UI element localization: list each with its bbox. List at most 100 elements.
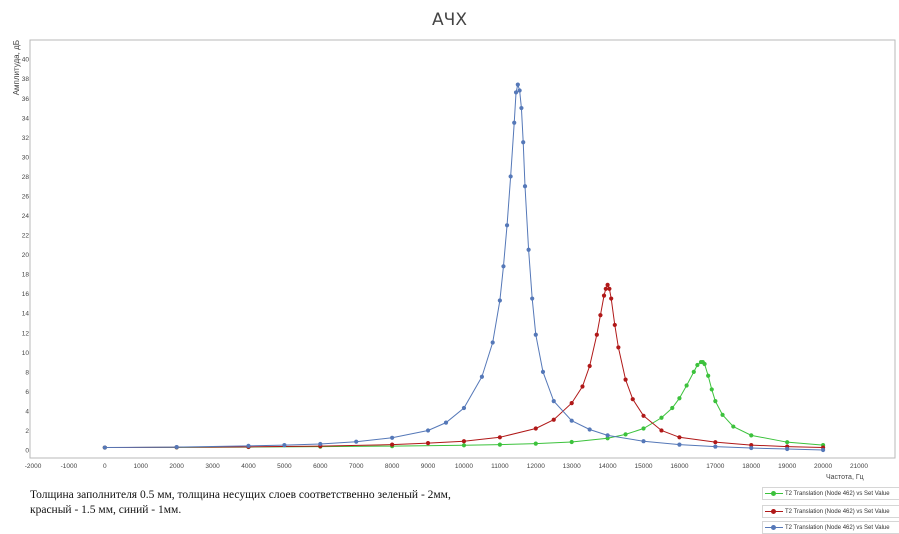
- y-tick-label: 14: [22, 311, 30, 318]
- plot-frame: [29, 39, 896, 459]
- data-point: [641, 413, 646, 418]
- x-axis-label: Частота, Гц: [826, 474, 864, 481]
- data-point: [612, 322, 617, 328]
- y-tick-label: 6: [25, 389, 29, 396]
- data-point: [102, 445, 107, 450]
- data-point: [461, 443, 467, 448]
- data-point: [282, 443, 287, 448]
- data-point: [519, 105, 524, 111]
- y-tick-label: 2: [25, 428, 29, 435]
- data-point: [720, 412, 725, 417]
- x-axis-ticks: -2000 -1000 0 1000 2000 3000 4000 5000 6000 7000 8…: [25, 463, 869, 470]
- data-point: [605, 433, 610, 438]
- data-point: [490, 340, 495, 345]
- data-point: [479, 374, 485, 379]
- x-tick-label: 16000: [670, 463, 688, 470]
- data-point: [598, 313, 603, 318]
- y-tick-label: 26: [22, 193, 30, 200]
- y-tick-label: 32: [22, 135, 30, 142]
- data-point: [706, 373, 711, 378]
- x-tick-label: 11000: [491, 463, 509, 470]
- x-tick-label: 20000: [814, 463, 832, 470]
- data-point: [354, 439, 359, 444]
- data-point: [515, 82, 520, 87]
- data-point: [508, 174, 513, 179]
- data-point: [497, 442, 502, 447]
- data-point: [533, 426, 538, 431]
- y-tick-label: 0: [25, 448, 29, 455]
- y-tick-label: 28: [22, 174, 30, 181]
- data-point: [443, 420, 449, 425]
- data-point: [580, 384, 585, 389]
- y-tick-label: 40: [22, 57, 30, 64]
- x-tick-label: 7000: [349, 463, 364, 470]
- data-point: [501, 264, 506, 269]
- x-tick-label: 8000: [385, 463, 400, 470]
- x-tick-label: 13000: [563, 463, 581, 470]
- data-point: [425, 441, 431, 446]
- y-tick-label: 38: [22, 76, 30, 83]
- data-point: [533, 441, 538, 446]
- legend-label: T2 Translation (Node 462) vs Set Value: [785, 490, 890, 497]
- data-point: [659, 428, 664, 433]
- x-tick-label: 9000: [421, 463, 436, 470]
- data-point: [569, 418, 574, 423]
- data-point: [605, 282, 610, 287]
- data-point: [623, 432, 628, 437]
- data-point: [691, 369, 696, 374]
- data-point: [569, 401, 574, 406]
- data-point: [174, 444, 179, 450]
- data-point: [677, 396, 682, 401]
- y-tick-label: 20: [22, 252, 30, 259]
- data-point: [630, 397, 635, 402]
- x-tick-label: 14000: [599, 463, 617, 470]
- x-tick-label: 19000: [778, 463, 796, 470]
- chart-title: АЧХ: [432, 10, 467, 30]
- data-point: [713, 444, 718, 449]
- y-axis-label: Амплитуда, дБ: [12, 40, 21, 96]
- data-point: [587, 427, 592, 432]
- x-tick-label: 1000: [134, 463, 149, 470]
- x-tick-label: -1000: [61, 463, 78, 470]
- data-point: [641, 426, 646, 431]
- x-tick-label: 21000: [850, 463, 868, 470]
- data-point: [246, 443, 251, 448]
- y-tick-label: 16: [22, 291, 30, 298]
- data-point: [684, 383, 689, 388]
- data-point: [785, 440, 790, 445]
- x-tick-label: 2000: [169, 463, 184, 470]
- x-tick-label: 17000: [706, 463, 724, 470]
- data-point: [497, 298, 502, 303]
- series-2: [102, 282, 826, 450]
- y-tick-label: 18: [22, 272, 30, 279]
- data-point: [749, 445, 754, 451]
- y-tick-label: 8: [25, 369, 29, 376]
- data-point: [425, 428, 431, 433]
- series-line: [104, 283, 824, 449]
- y-tick-label: 34: [22, 115, 30, 122]
- y-tick-label: 22: [22, 233, 30, 240]
- series-layer: [102, 82, 826, 453]
- data-point: [551, 399, 556, 404]
- data-point: [695, 362, 700, 368]
- data-point: [659, 415, 664, 420]
- data-point: [713, 440, 718, 445]
- legend-item: T2 Translation (Node 462) vs Set Value: [762, 505, 899, 518]
- y-tick-label: 24: [22, 213, 30, 220]
- data-point: [594, 332, 599, 337]
- legend-item: T2 Translation (Node 462) vs Set Value: [762, 521, 899, 534]
- data-point: [731, 424, 736, 429]
- data-point: [533, 332, 538, 337]
- data-point: [670, 405, 675, 411]
- x-tick-label: 18000: [742, 463, 760, 470]
- legend-label: T2 Translation (Node 462) vs Set Value: [785, 508, 890, 515]
- x-tick-label: 0: [103, 463, 107, 470]
- x-tick-label: 4000: [241, 463, 256, 470]
- y-tick-label: 10: [22, 350, 30, 357]
- data-point: [569, 439, 574, 445]
- legend-swatch: [763, 508, 785, 516]
- data-point: [677, 442, 682, 447]
- data-point: [318, 441, 323, 447]
- data-point: [530, 296, 535, 301]
